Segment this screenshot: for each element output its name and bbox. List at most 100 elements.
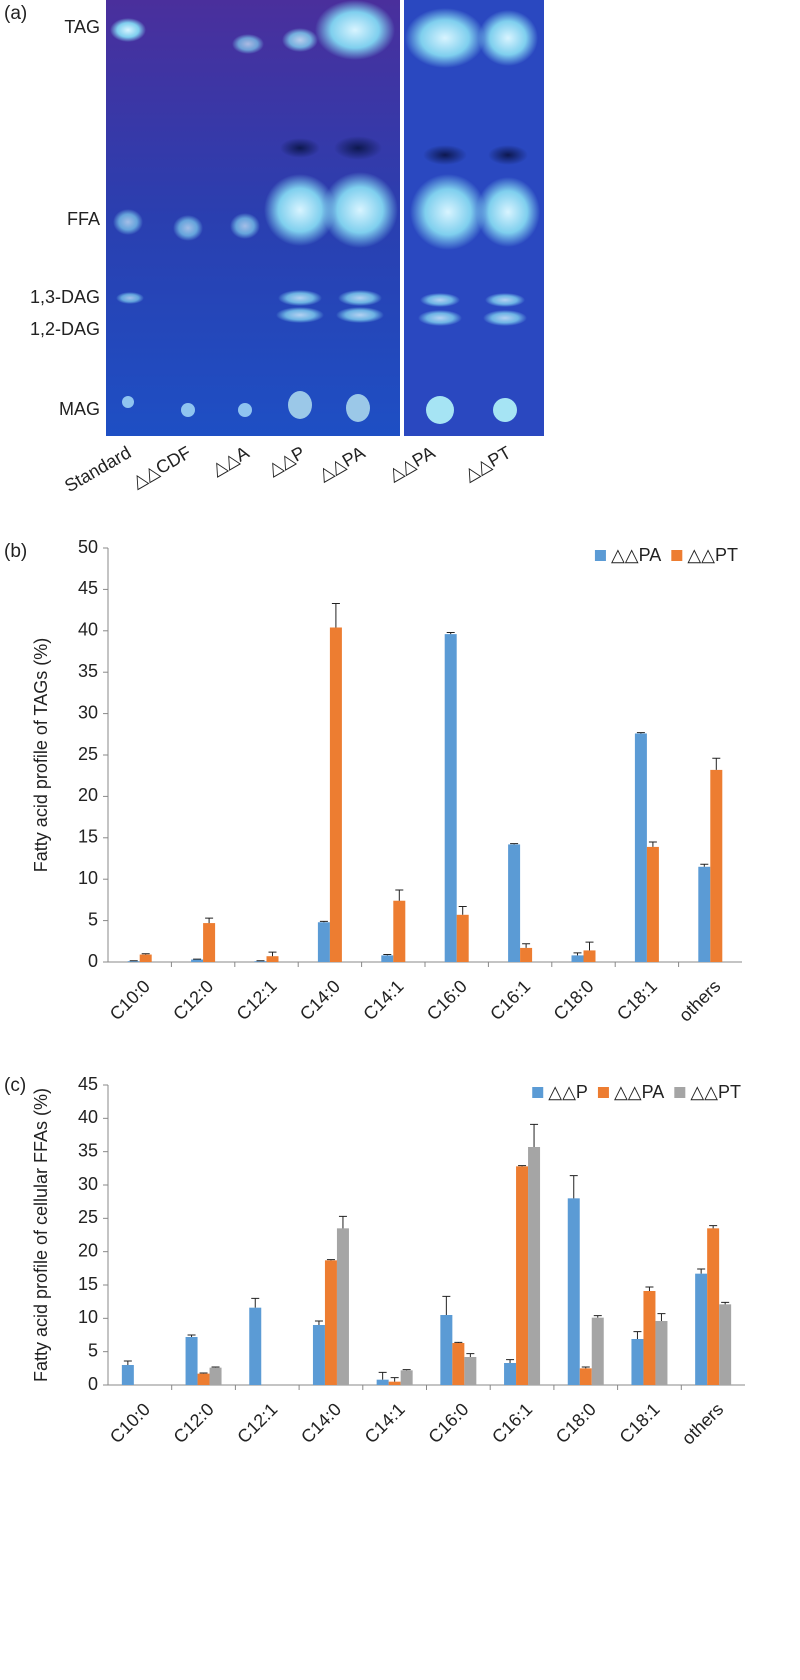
- lane-label: △△PA: [385, 442, 439, 485]
- bar: [695, 1273, 708, 1385]
- spot: [338, 290, 382, 306]
- x-tick-label: C14:0: [297, 1399, 345, 1447]
- bar: [707, 1228, 720, 1385]
- x-tick-label: C16:1: [486, 976, 534, 1024]
- bar: [197, 1373, 210, 1385]
- spot: [278, 290, 322, 306]
- error-bar: [645, 1286, 654, 1291]
- spot: [264, 174, 336, 246]
- lane-label: △△CDF: [128, 442, 194, 492]
- spot: [282, 28, 318, 52]
- x-tick-label: C16:0: [424, 1399, 472, 1447]
- spot: [173, 215, 203, 241]
- y-tick-label: 25: [78, 1207, 98, 1227]
- error-bar: [518, 1165, 527, 1167]
- error-bar: [522, 943, 531, 948]
- tlc-plate: [106, 0, 544, 436]
- bar: [452, 1343, 465, 1385]
- x-tick-label: C12:0: [170, 1399, 218, 1447]
- bar: [266, 956, 279, 962]
- bar: [191, 959, 204, 962]
- panel-label: (a): [4, 3, 27, 24]
- legend-swatch: [597, 1087, 609, 1098]
- x-tick-label: C18:0: [552, 1399, 600, 1447]
- error-bar: [633, 1331, 642, 1339]
- x-tick-label: C16:0: [423, 976, 471, 1024]
- error-bar: [510, 843, 519, 845]
- bar: [456, 914, 469, 962]
- spot: [276, 307, 324, 323]
- legend-swatch: [674, 1087, 686, 1098]
- error-bar: [251, 1297, 260, 1308]
- band-label: FFA: [67, 209, 100, 229]
- spot: [110, 18, 146, 42]
- bar: [324, 1260, 337, 1385]
- x-tick-label: C10:0: [106, 976, 154, 1024]
- bar: [329, 627, 342, 962]
- spot: [181, 403, 195, 417]
- spot: [315, 0, 395, 60]
- y-tick-label: 0: [88, 951, 98, 971]
- bar: [567, 1198, 580, 1385]
- bar: [444, 634, 457, 962]
- legend-label: △△PA: [614, 1082, 664, 1102]
- error-bar: [530, 1123, 539, 1147]
- bar: [185, 1337, 198, 1385]
- spot: [478, 10, 538, 66]
- error-bar: [697, 1268, 706, 1274]
- y-tick-label: 25: [78, 744, 98, 764]
- error-bar: [383, 954, 392, 956]
- bar: [249, 1307, 262, 1385]
- lane-label: △△A: [208, 442, 252, 479]
- spot: [346, 394, 370, 422]
- y-tick-label: 40: [78, 1107, 98, 1127]
- error-bar: [721, 1301, 730, 1305]
- bar: [254, 961, 267, 962]
- x-tick-label: C14:1: [359, 976, 407, 1024]
- error-bar: [700, 863, 709, 867]
- y-tick-label: 5: [88, 909, 98, 929]
- error-bar: [326, 1259, 335, 1261]
- bar: [127, 961, 140, 962]
- legend-swatch: [532, 1087, 544, 1098]
- spot: [483, 310, 527, 326]
- panel-label: (c): [4, 1075, 26, 1096]
- error-bar: [268, 951, 277, 957]
- error-bar: [573, 952, 582, 956]
- spot: [485, 293, 525, 307]
- spot: [418, 310, 462, 326]
- spot: [493, 398, 517, 422]
- x-tick-label: C18:1: [613, 976, 661, 1024]
- spot: [426, 396, 454, 424]
- spot: [232, 34, 264, 54]
- error-bar: [211, 1366, 220, 1368]
- error-bar: [648, 841, 657, 847]
- bar: [591, 1317, 604, 1385]
- spot: [476, 177, 540, 247]
- error-bar: [466, 1353, 475, 1357]
- error-bar: [187, 1334, 196, 1337]
- x-tick-label: C18:1: [616, 1399, 664, 1447]
- error-bar: [446, 631, 455, 635]
- y-tick-label: 10: [78, 868, 98, 888]
- bar: [508, 844, 521, 962]
- spot: [488, 145, 528, 165]
- y-tick-label: 35: [78, 1140, 98, 1160]
- y-tick-label: 15: [78, 827, 98, 847]
- bar: [634, 733, 647, 962]
- error-bar: [395, 889, 404, 901]
- x-tick-label: C12:1: [233, 1399, 281, 1447]
- bar: [528, 1147, 541, 1385]
- error-bar: [585, 941, 594, 951]
- spot: [405, 8, 485, 68]
- y-tick-label: 15: [78, 1274, 98, 1294]
- error-bar: [141, 953, 150, 955]
- band-label: TAG: [64, 17, 100, 37]
- spot: [423, 145, 467, 165]
- error-bar: [569, 1175, 578, 1199]
- bar: [381, 955, 394, 962]
- band-label: 1,2-DAG: [30, 319, 100, 339]
- y-axis-label: Fatty acid profile of cellular FFAs (%): [31, 1088, 51, 1382]
- bar: [336, 1228, 349, 1385]
